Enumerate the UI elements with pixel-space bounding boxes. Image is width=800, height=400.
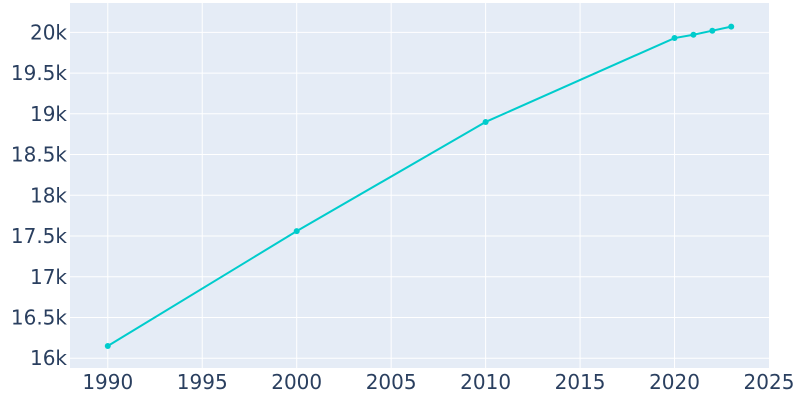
y-tick-label: 16.5k [11, 305, 68, 329]
plot-background [70, 3, 769, 368]
y-tick-label: 20k [30, 20, 67, 44]
y-tick-label: 17k [30, 265, 67, 289]
data-point [671, 35, 678, 42]
data-points [104, 23, 735, 350]
grid-lines [70, 3, 769, 368]
x-tick-label: 2020 [649, 370, 700, 394]
x-tick-label: 2005 [366, 370, 417, 394]
y-tick-label: 18.5k [11, 143, 68, 167]
x-axis-tick-labels: 1990 1995 2000 2005 2010 2015 2020 2025 [82, 370, 794, 394]
x-tick-label: 1990 [82, 370, 133, 394]
data-point [709, 27, 716, 34]
y-tick-label: 16k [30, 346, 67, 370]
x-tick-label: 2010 [460, 370, 511, 394]
x-tick-label: 2025 [744, 370, 795, 394]
x-tick-label: 1995 [177, 370, 228, 394]
y-tick-label: 19.5k [11, 61, 68, 85]
y-tick-label: 17.5k [11, 224, 68, 248]
data-point [104, 343, 111, 350]
data-point [293, 228, 300, 235]
y-tick-label: 19k [30, 102, 67, 126]
data-point [728, 23, 735, 30]
y-tick-label: 18k [30, 183, 67, 207]
y-axis-tick-labels: 16k 16.5k 17k 17.5k 18k 18.5k 19k 19.5k 20k [11, 20, 68, 370]
x-tick-label: 2000 [271, 370, 322, 394]
data-point [482, 118, 489, 125]
data-point [690, 31, 697, 38]
x-tick-label: 2015 [555, 370, 606, 394]
